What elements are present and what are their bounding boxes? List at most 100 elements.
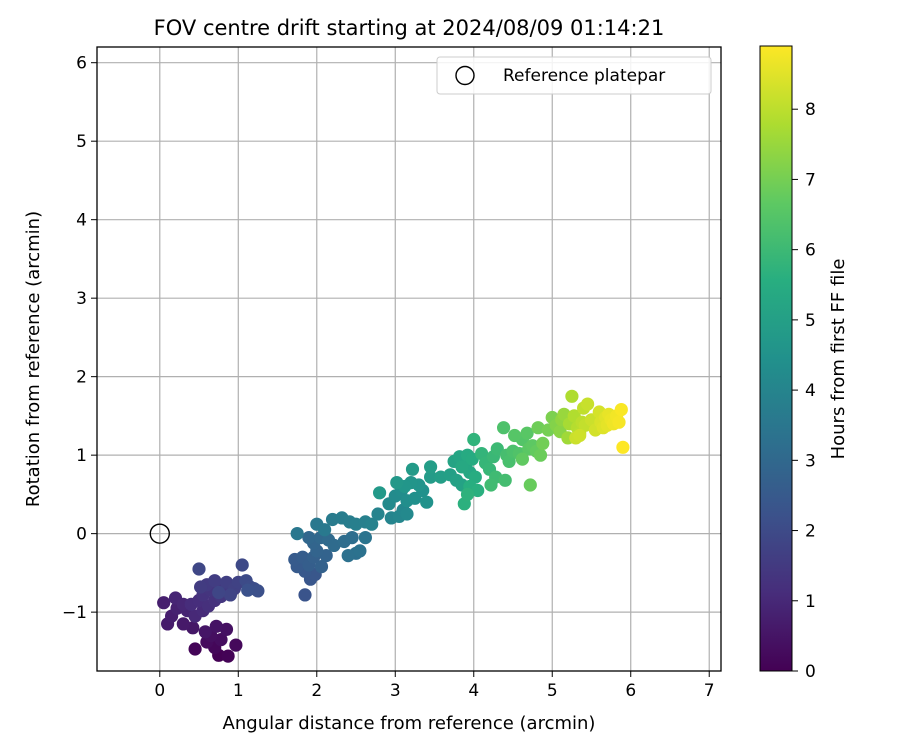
colorbar-tick-label: 2 (805, 522, 816, 542)
plot-frame (96, 46, 722, 672)
scatter-point (616, 440, 630, 454)
scatter-point (581, 397, 595, 411)
y-axis-ticks: −1 0 1 2 3 4 5 6 (62, 54, 97, 623)
y-tick-label: 2 (76, 368, 87, 388)
scatter-point (341, 549, 355, 563)
y-tick-label: 0 (76, 525, 87, 545)
scatter-point (212, 585, 226, 600)
scatter-point (498, 473, 512, 487)
colorbar-tick-label: 8 (805, 100, 816, 120)
scatter-point (223, 588, 237, 602)
scatter-point (533, 448, 548, 462)
y-tick-label: 1 (76, 446, 87, 466)
scatter-point (194, 580, 208, 594)
y-tick-label: −1 (62, 603, 87, 623)
scatter-point (219, 622, 234, 637)
grid (97, 47, 721, 671)
legend-label: Reference platepar (503, 66, 665, 86)
scatter-point (251, 584, 265, 598)
scatter-point (235, 558, 249, 572)
scatter-point (302, 531, 316, 545)
scatter-point (507, 428, 522, 443)
x-tick-label: 7 (704, 681, 715, 701)
scatter-point (424, 470, 438, 484)
colorbar-tick-label: 5 (805, 311, 816, 331)
scatter-point (390, 476, 404, 490)
x-tick-label: 4 (468, 681, 479, 701)
scatter-point (536, 436, 550, 450)
y-tick-label: 3 (76, 289, 87, 309)
y-tick-label: 6 (76, 54, 87, 74)
scatter-point (176, 617, 190, 631)
colorbar (759, 45, 793, 672)
reference-marker (149, 523, 170, 544)
x-tick-label: 1 (233, 681, 244, 701)
x-axis-label: Angular distance from reference (arcmin) (223, 713, 596, 734)
scatter-point (484, 478, 498, 492)
colorbar-tick-label: 7 (805, 170, 816, 190)
scatter-point (455, 460, 469, 474)
colorbar-tick-label: 6 (805, 241, 816, 261)
scatter-point (214, 633, 228, 647)
scatter-point (208, 574, 222, 588)
x-tick-label: 0 (154, 681, 165, 701)
scatter-point (318, 523, 332, 537)
x-tick-label: 6 (625, 681, 636, 701)
scatter-point (192, 562, 206, 576)
colorbar-tick-label: 1 (805, 592, 816, 612)
scatter-point (371, 507, 385, 521)
scatter-point (327, 538, 341, 553)
scatter-point (157, 596, 171, 610)
scatter-point (229, 638, 243, 652)
colorbar-ticks: 0 1 2 3 4 5 6 7 8 (792, 100, 816, 682)
scatter-point (523, 478, 537, 492)
scatter-point (515, 452, 530, 466)
y-axis-label: Rotation from reference (arcmin) (23, 211, 44, 507)
scatter-point (400, 507, 414, 521)
scatter-point (490, 442, 504, 456)
scatter-point (520, 426, 534, 440)
scatter-point (353, 544, 367, 558)
scatter-point (467, 432, 481, 447)
x-tick-label: 5 (547, 681, 558, 701)
reference-layer (149, 523, 170, 544)
legend: Reference platepar (436, 56, 712, 95)
scatter-point (460, 487, 475, 501)
scatter-point (221, 649, 235, 663)
chart-title: FOV centre drift starting at 2024/08/09 … (154, 16, 665, 40)
scatter-point (424, 460, 438, 474)
scatter-point (420, 495, 434, 509)
scatter-point (365, 517, 379, 531)
scatter-point (314, 560, 329, 574)
y-tick-label: 5 (76, 132, 87, 152)
x-axis-ticks: 0 1 2 3 4 5 6 7 (154, 671, 715, 701)
x-tick-label: 2 (311, 681, 322, 701)
scatter-point (497, 421, 511, 435)
legend-marker (455, 65, 475, 86)
data-points (157, 389, 630, 663)
x-tick-label: 3 (390, 681, 401, 701)
colorbar-tick-label: 4 (805, 381, 816, 401)
scatter-point (565, 389, 579, 403)
scatter-point (209, 619, 223, 633)
scatter-point (612, 415, 626, 429)
scatter-point (290, 527, 304, 541)
scatter-point (614, 403, 628, 417)
scatter-point (298, 588, 312, 602)
scatter-point (358, 531, 372, 545)
scatter-point (531, 421, 545, 435)
colorbar-tick-label: 0 (805, 662, 816, 682)
colorbar-tick-label: 3 (805, 451, 816, 471)
scatter-point (241, 583, 255, 597)
scatter-point (471, 483, 485, 498)
scatter-point (188, 642, 202, 656)
scatter-point (198, 625, 212, 639)
scatter-point (345, 531, 359, 545)
colorbar-label: Hours from first FF file (828, 259, 849, 460)
legend-box (436, 56, 712, 95)
scatter-point (573, 428, 587, 443)
scatter-point (405, 462, 420, 476)
y-tick-label: 4 (76, 211, 87, 231)
scatter-point (502, 454, 516, 468)
